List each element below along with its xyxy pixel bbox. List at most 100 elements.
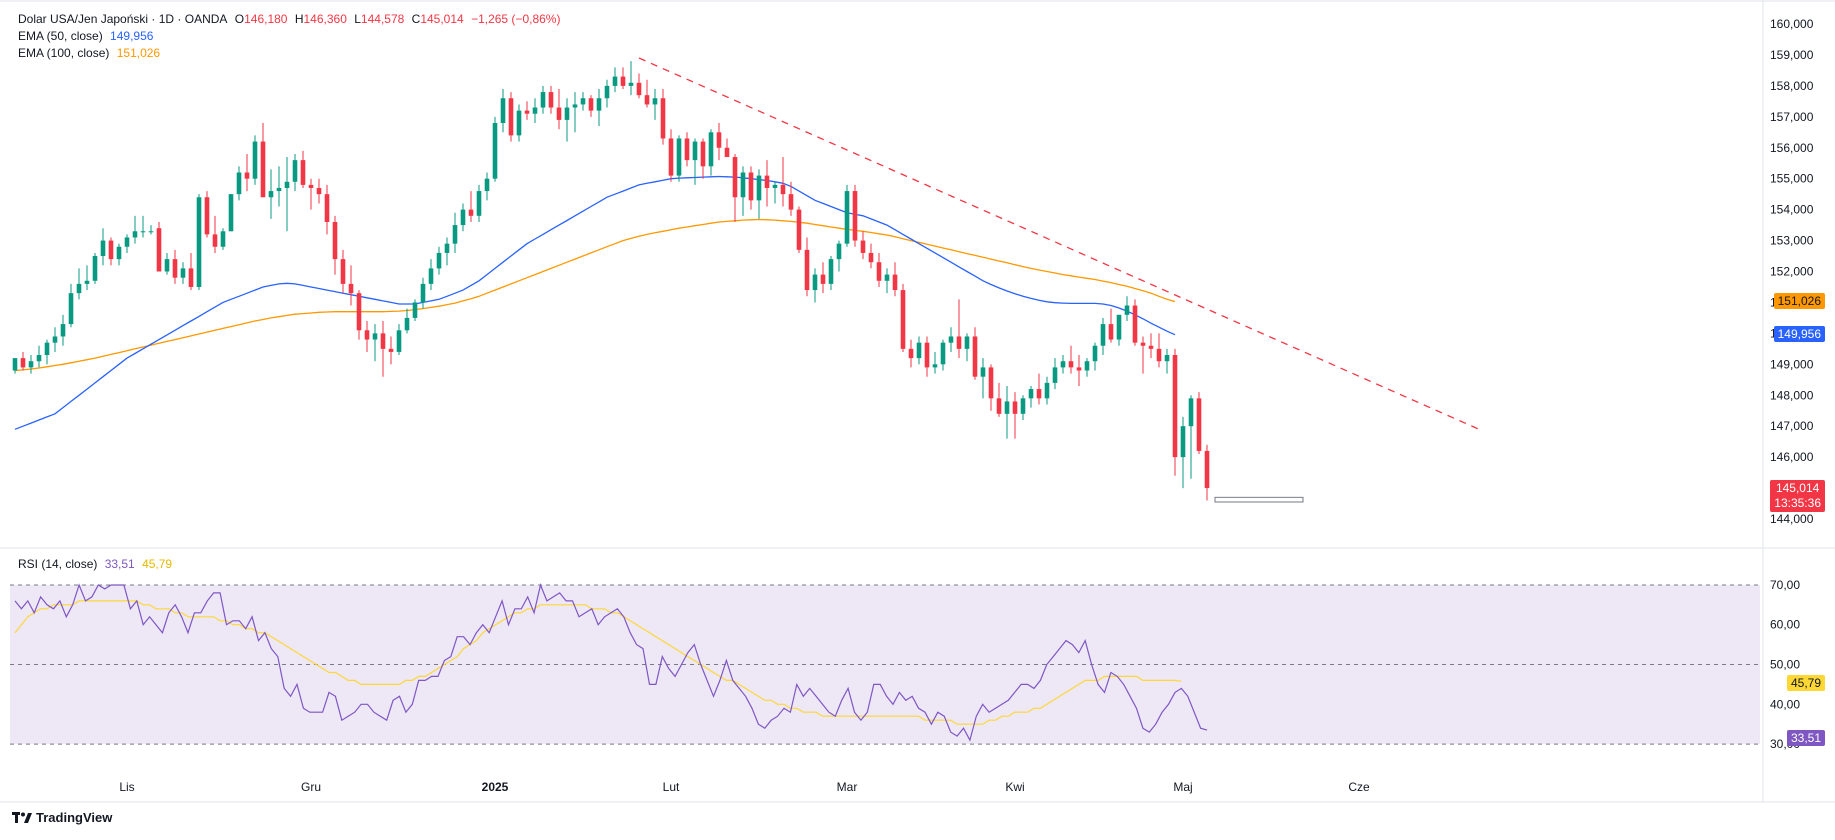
- candle-body: [548, 92, 554, 108]
- candle: [852, 184, 858, 247]
- candle-body: [812, 274, 818, 291]
- rsi-tick-label: 60,00: [1770, 618, 1800, 632]
- candle-body: [1012, 401, 1018, 414]
- candle: [364, 321, 370, 352]
- candle: [876, 252, 882, 287]
- candle-body: [1044, 382, 1050, 399]
- candle-body: [324, 194, 330, 222]
- candle-body: [124, 237, 130, 247]
- candle: [756, 169, 762, 219]
- candle: [868, 243, 874, 269]
- candle: [1044, 376, 1050, 405]
- candle: [780, 157, 786, 207]
- candle: [500, 88, 506, 133]
- candle: [388, 336, 394, 365]
- candle: [148, 225, 154, 235]
- candle-body: [844, 191, 850, 244]
- candle-body: [668, 138, 674, 176]
- tradingview-logo[interactable]: TradingView: [12, 810, 112, 825]
- candle-body: [820, 274, 826, 284]
- candle: [604, 79, 610, 108]
- symbol-title[interactable]: Dolar USA/Jen Japoński · 1D · OANDA: [18, 12, 228, 26]
- candle-body: [260, 141, 266, 198]
- candle-body: [956, 336, 962, 349]
- candle: [508, 92, 514, 142]
- candle: [372, 324, 378, 362]
- candle-body: [1052, 367, 1058, 383]
- price-tick-label: 148,000: [1770, 388, 1814, 402]
- candle: [404, 308, 410, 334]
- candle: [948, 327, 954, 352]
- candle: [972, 327, 978, 380]
- candle: [820, 262, 826, 294]
- candle-body: [612, 76, 618, 86]
- candle: [660, 88, 666, 145]
- candle: [140, 215, 146, 238]
- ema100-legend[interactable]: EMA (100, close) 151,026: [18, 45, 564, 62]
- candle-body: [684, 138, 690, 161]
- candle: [940, 339, 946, 371]
- candle-body: [604, 85, 610, 99]
- ema100-price-tag: 151,026: [1773, 293, 1825, 309]
- rsi-label: RSI (14, close): [18, 557, 98, 571]
- rsi-legend[interactable]: RSI (14, close) 33,51 45,79: [18, 556, 176, 573]
- ema50-legend[interactable]: EMA (50, close) 149,956: [18, 28, 564, 45]
- candle: [1156, 333, 1162, 368]
- candle: [748, 166, 754, 210]
- candle-body: [1028, 389, 1034, 399]
- candle: [988, 364, 994, 411]
- candle: [1108, 308, 1114, 343]
- price-tick-label: 156,000: [1770, 141, 1814, 155]
- candle: [684, 132, 690, 167]
- candle-body: [36, 355, 42, 362]
- candle: [116, 243, 122, 266]
- price-tick-label: 147,000: [1770, 419, 1814, 433]
- candle: [244, 153, 250, 192]
- candle-body: [356, 293, 362, 331]
- rsi-tick-label: 40,00: [1770, 697, 1800, 711]
- candle: [532, 98, 538, 123]
- candle-body: [988, 367, 994, 399]
- rsi-ma-line: [14, 600, 1182, 725]
- time-tick-label: Mar: [837, 780, 858, 794]
- candle: [100, 228, 106, 266]
- candle-body: [20, 358, 26, 368]
- price-tick-label: 154,000: [1770, 203, 1814, 217]
- candle: [596, 88, 602, 127]
- time-tick-label: Gru: [301, 780, 321, 794]
- candle: [932, 351, 938, 374]
- time-tick-label: Cze: [1348, 780, 1370, 794]
- candle: [1132, 299, 1138, 346]
- candle: [916, 336, 922, 365]
- candle-body: [716, 132, 722, 148]
- candle-body: [620, 76, 626, 86]
- candle: [252, 135, 258, 185]
- candle: [828, 256, 834, 291]
- ohlc-change: −1,265 (−0,86%): [471, 12, 561, 26]
- time-tick-label: Kwi: [1005, 780, 1024, 794]
- candle-body: [948, 336, 954, 343]
- candle: [436, 246, 442, 275]
- candle-body: [44, 342, 50, 356]
- candle: [124, 234, 130, 253]
- candle-body: [1116, 314, 1122, 340]
- candle-body: [796, 209, 802, 250]
- candle-body: [732, 157, 738, 198]
- price-tick-label: 152,000: [1770, 265, 1814, 279]
- candle-body: [700, 141, 706, 167]
- candle-body: [524, 110, 530, 114]
- candle-body: [244, 172, 250, 179]
- candle: [12, 358, 18, 374]
- candle: [1116, 314, 1122, 346]
- candle: [1060, 355, 1066, 374]
- candle-body: [788, 194, 794, 210]
- candle: [1028, 385, 1034, 408]
- candle: [796, 206, 802, 253]
- candle-body: [68, 293, 74, 325]
- candle-body: [564, 107, 570, 120]
- candle-body: [348, 283, 354, 294]
- candle-body: [500, 98, 506, 123]
- candle: [276, 166, 282, 207]
- candle-body: [140, 231, 146, 233]
